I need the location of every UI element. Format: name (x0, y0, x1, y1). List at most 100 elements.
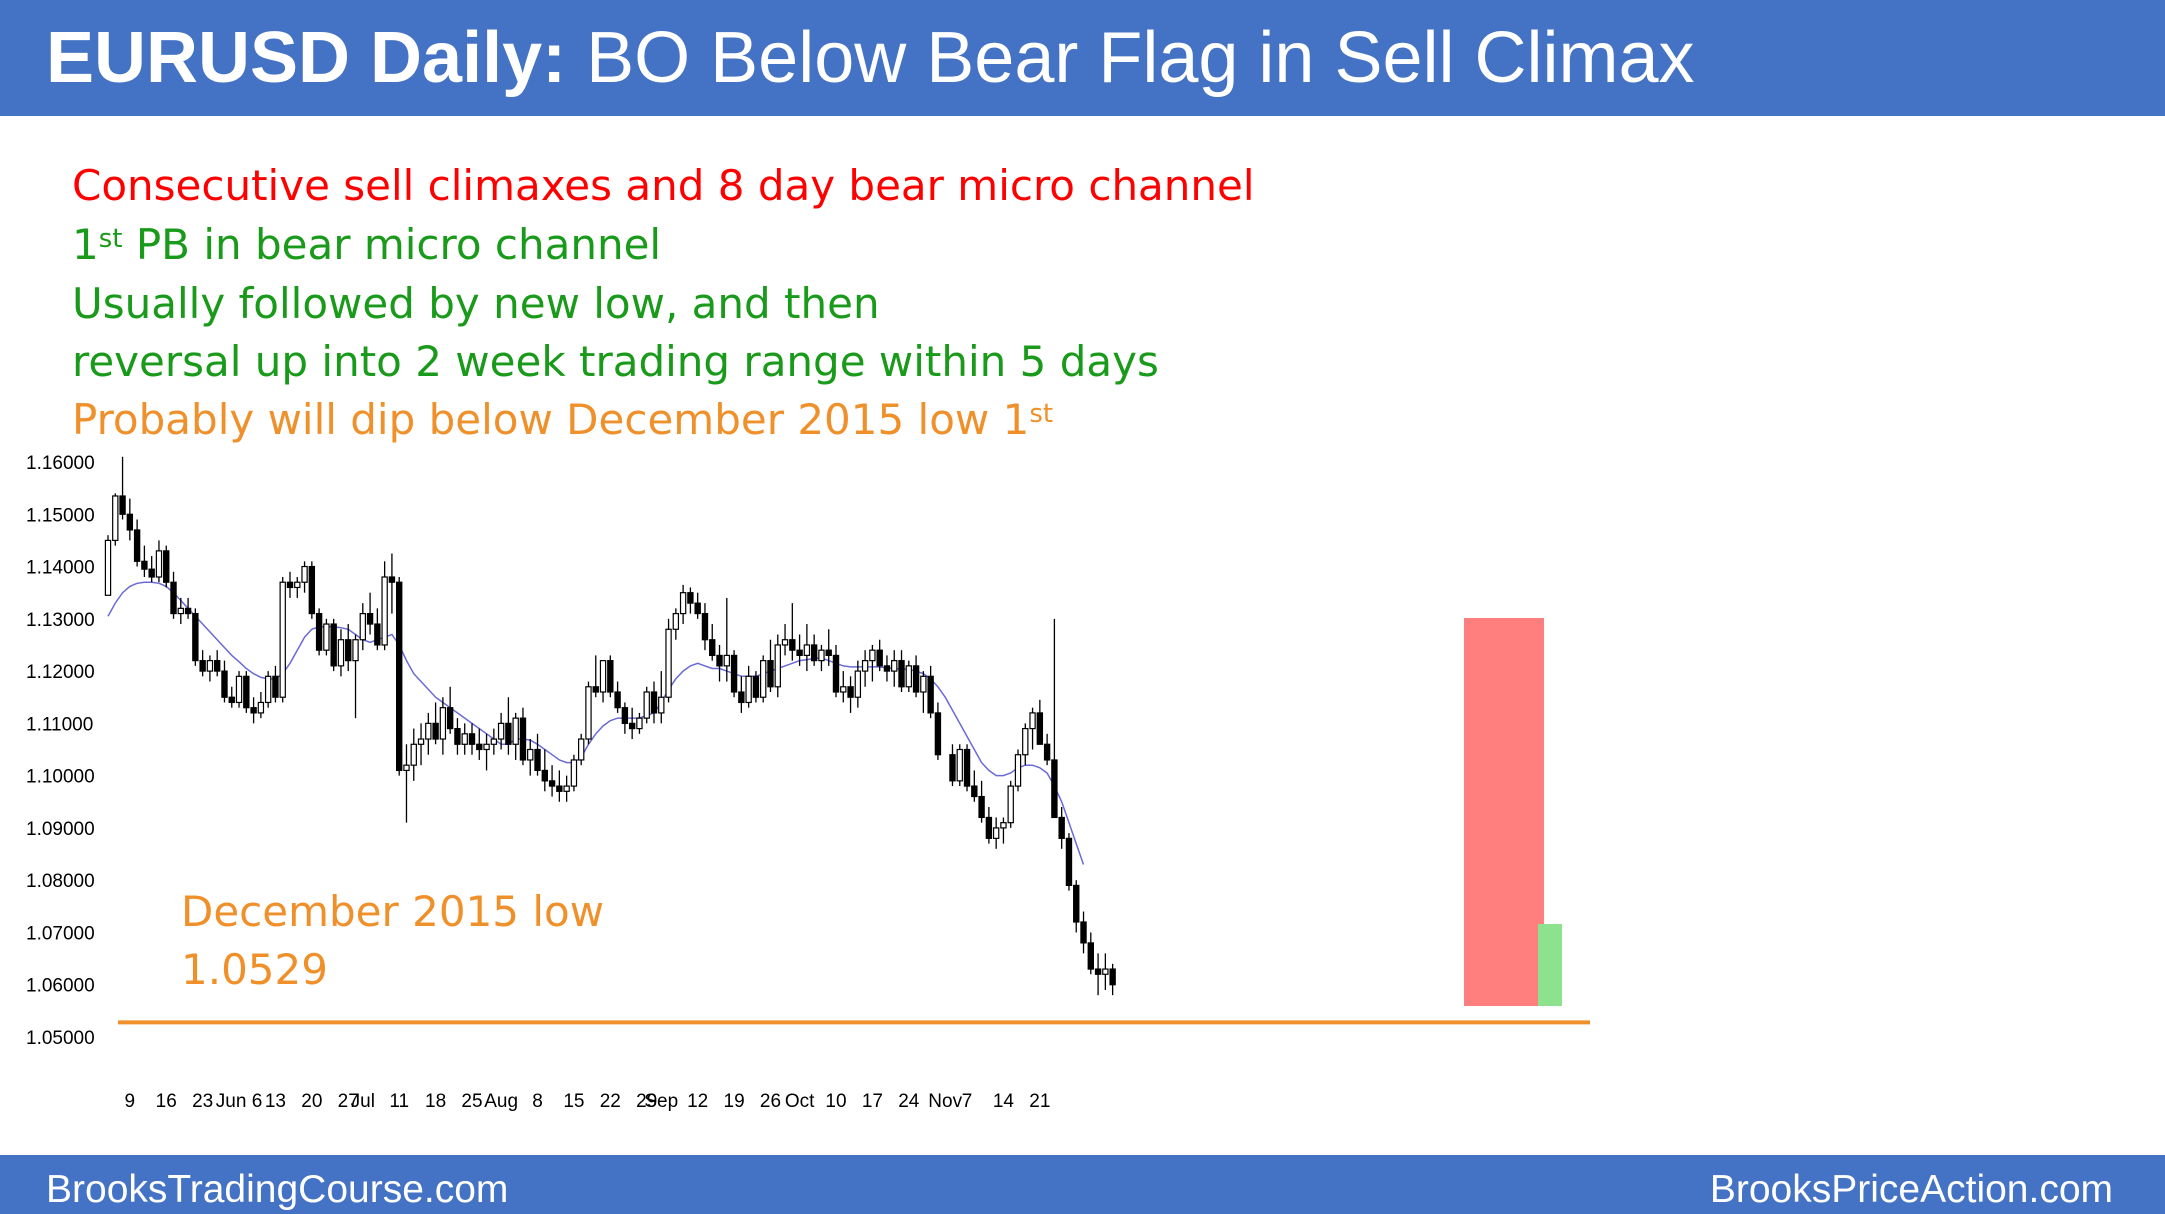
candle-body (1058, 816, 1065, 839)
candle-body (1080, 921, 1087, 944)
y-tick-label: 1.07000 (26, 923, 95, 944)
x-tick-label: 23 (192, 1091, 213, 1112)
candle-body (599, 660, 607, 693)
candle-body (723, 654, 731, 667)
candle-body (446, 707, 454, 730)
y-tick-label: 1.09000 (26, 819, 95, 840)
candle-body (141, 560, 148, 570)
x-tick-label: 20 (301, 1091, 322, 1112)
candle-body (512, 717, 519, 745)
x-tick-label: 14 (993, 1091, 1015, 1112)
note-2-sup: st (98, 224, 123, 254)
candle-body (519, 717, 527, 761)
y-tick-label: 1.13000 (26, 610, 95, 631)
candle-body (396, 581, 403, 772)
candle-body (133, 529, 141, 562)
candle-body (898, 660, 905, 688)
candle-body (432, 722, 439, 740)
candle-body (228, 696, 235, 704)
candle-body (759, 660, 767, 698)
candle-body (468, 733, 476, 745)
candle-body (861, 660, 869, 672)
x-tick-label: 29 (636, 1091, 657, 1112)
candle-body (381, 576, 388, 646)
candle-body (1000, 822, 1007, 829)
note-4-text: reversal up into 2 week trading range wi… (72, 337, 1159, 386)
candlestick-chart: 1.16000 1.15000 1.14000 1.13000 1.12000 1.110… (26, 453, 1590, 1112)
y-tick-label: 1.11000 (26, 714, 93, 735)
title-bold: EURUSD Daily: (46, 18, 567, 98)
candle-body (534, 748, 541, 772)
candle-body (621, 707, 629, 724)
x-tick-label: 27 (338, 1091, 359, 1112)
candle-body (825, 649, 832, 657)
candle-body (257, 701, 265, 714)
candle-body (148, 568, 155, 578)
candle-body (112, 495, 119, 542)
note-2: 1st PB in bear micro channel (72, 219, 661, 271)
candle-body (810, 644, 818, 662)
candle-body (934, 712, 942, 756)
candle-body (840, 686, 847, 693)
candle-body (1087, 942, 1094, 970)
candle-body (1094, 968, 1102, 975)
candle-body (541, 769, 549, 782)
candle-body (687, 592, 694, 604)
candle-body (425, 722, 432, 740)
candle-body (1073, 884, 1080, 923)
candle-body (417, 738, 425, 745)
x-tick-label: 17 (862, 1091, 883, 1112)
candle-body (767, 660, 774, 688)
candle-body (774, 644, 781, 688)
candle-body (672, 612, 680, 630)
candle-body (323, 623, 330, 651)
candle-body (876, 649, 883, 667)
candle-body (796, 649, 803, 657)
candle-body (869, 649, 876, 662)
y-tick-label: 1.14000 (26, 558, 95, 579)
x-tick-label: 26 (760, 1091, 781, 1112)
candle-body (1014, 754, 1022, 787)
candle-body (308, 565, 316, 615)
candle-body (184, 607, 192, 615)
candle-body (920, 675, 927, 693)
footer-right-link[interactable]: BrooksPriceAction.com (1709, 1168, 2113, 1211)
candle-body (1022, 727, 1029, 756)
candle-body (170, 581, 177, 615)
candle-body (658, 696, 665, 714)
candle-body (949, 754, 956, 782)
x-tick-label: 13 (265, 1091, 286, 1112)
candle-body (359, 612, 367, 641)
candle-body (155, 550, 163, 578)
candle-body (607, 660, 614, 693)
x-tick-label: Aug (484, 1091, 518, 1112)
candle-body (905, 665, 913, 688)
candle-body (832, 654, 840, 693)
candle-body (927, 675, 934, 714)
candle-body (628, 722, 636, 730)
candle-body (439, 707, 447, 740)
candle-body (1102, 968, 1109, 975)
candle-body (665, 628, 672, 698)
note-2-text: 1 (72, 220, 99, 269)
title-bar (0, 0, 2165, 116)
candle-body (206, 660, 214, 672)
candle-body (1029, 712, 1036, 730)
candle-body (752, 675, 760, 698)
candle-body (301, 565, 308, 583)
candle-body (476, 743, 483, 751)
candle-body (854, 670, 862, 698)
candle-body (956, 748, 963, 782)
sell-climax-zone (1464, 618, 1544, 1006)
footer-left-link[interactable]: BrooksTradingCourse.com (46, 1168, 509, 1211)
note-3-text: Usually followed by new low, and then (72, 279, 880, 328)
candle-body (104, 539, 112, 596)
candle-body (803, 644, 811, 657)
candle-body (250, 707, 257, 714)
candle-body (963, 748, 971, 787)
candle-body (738, 691, 745, 704)
note-5-sup: st (1029, 399, 1054, 429)
candle-body (279, 581, 286, 698)
candle-body (454, 727, 461, 745)
x-tick-label: 19 (724, 1091, 745, 1112)
